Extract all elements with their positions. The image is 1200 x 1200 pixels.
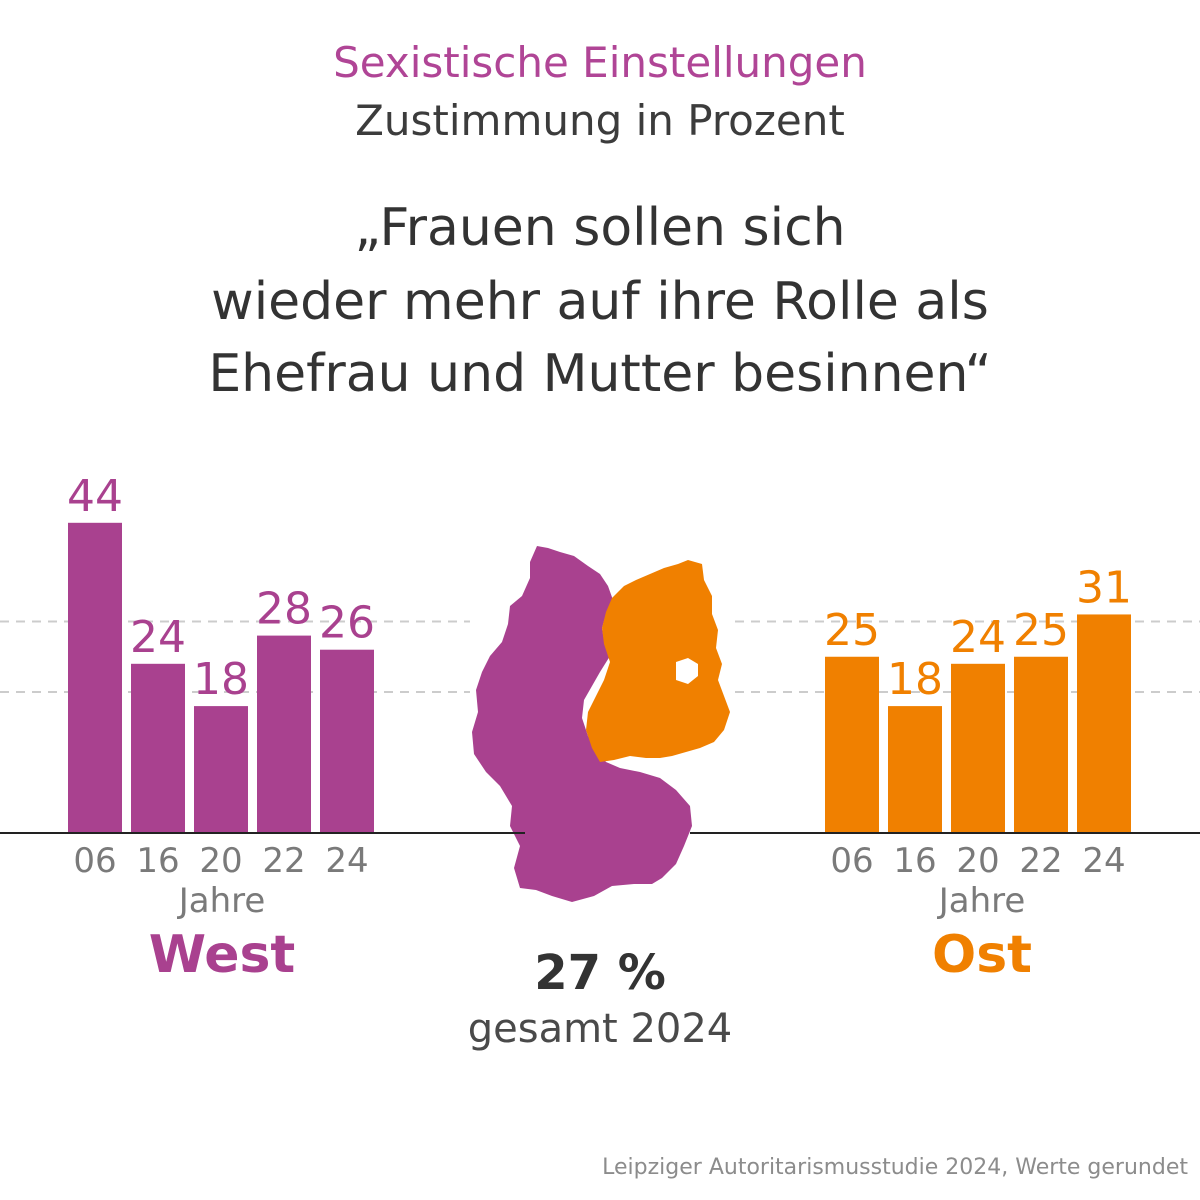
- ost-data-label-22: 25: [1013, 605, 1069, 656]
- west-tick-label-16: 16: [136, 841, 179, 881]
- ost-x-axis-label: Jahre: [937, 881, 1026, 921]
- ost-bar-22: [1014, 656, 1068, 833]
- chart-title: Sexistische Einstellungen: [333, 38, 867, 87]
- ost-tick-label-16: 16: [893, 841, 936, 881]
- ost-bar-20: [951, 663, 1005, 833]
- west-data-label-24: 26: [319, 598, 375, 649]
- quote-line-2: wieder mehr auf ihre Rolle als: [211, 272, 989, 332]
- total-value: 27 %: [534, 945, 666, 1001]
- west-bar-16: [131, 663, 185, 833]
- map-east-region: [586, 560, 730, 762]
- ost-tick-label-22: 22: [1019, 841, 1062, 881]
- west-bar-24: [320, 649, 374, 833]
- west-bar-20: [194, 706, 248, 833]
- ost-tick-label-20: 20: [956, 841, 999, 881]
- ost-data-label-06: 25: [824, 605, 880, 656]
- ost-tick-label-24: 24: [1082, 841, 1125, 881]
- west-tick-label-20: 20: [199, 841, 242, 881]
- ost-bar-16: [888, 706, 942, 833]
- west-bar-06: [68, 522, 122, 833]
- map-west-region: [472, 546, 692, 902]
- west-data-label-20: 18: [193, 654, 249, 705]
- west-data-label-06: 44: [67, 471, 123, 522]
- west-tick-label-24: 24: [325, 841, 368, 881]
- ost-data-label-16: 18: [887, 654, 943, 705]
- west-data-label-16: 24: [130, 612, 186, 663]
- ost-data-label-24: 31: [1076, 562, 1132, 613]
- germany-map-icon: [472, 546, 730, 902]
- ost-chart-title: Ost: [932, 925, 1032, 985]
- ost-tick-label-06: 06: [830, 841, 873, 881]
- ost-bar-24: [1077, 614, 1131, 833]
- chart-subtitle: Zustimmung in Prozent: [355, 96, 845, 145]
- map-berlin: [676, 658, 698, 684]
- west-data-label-22: 28: [256, 584, 312, 635]
- ost-bar-06: [825, 656, 879, 833]
- total-caption: gesamt 2024: [467, 1006, 733, 1052]
- west-chart-title: West: [149, 925, 296, 985]
- source-note: Leipziger Autoritarismusstudie 2024, Wer…: [602, 1155, 1188, 1180]
- ost-data-label-20: 24: [950, 612, 1006, 663]
- west-tick-label-22: 22: [262, 841, 305, 881]
- west-bar-22: [257, 635, 311, 833]
- quote-line-3: Ehefrau und Mutter besinnen“: [208, 344, 992, 404]
- quote-line-1: „Frauen sollen sich: [354, 198, 846, 258]
- west-x-axis-label: Jahre: [177, 881, 266, 921]
- west-tick-label-06: 06: [73, 841, 116, 881]
